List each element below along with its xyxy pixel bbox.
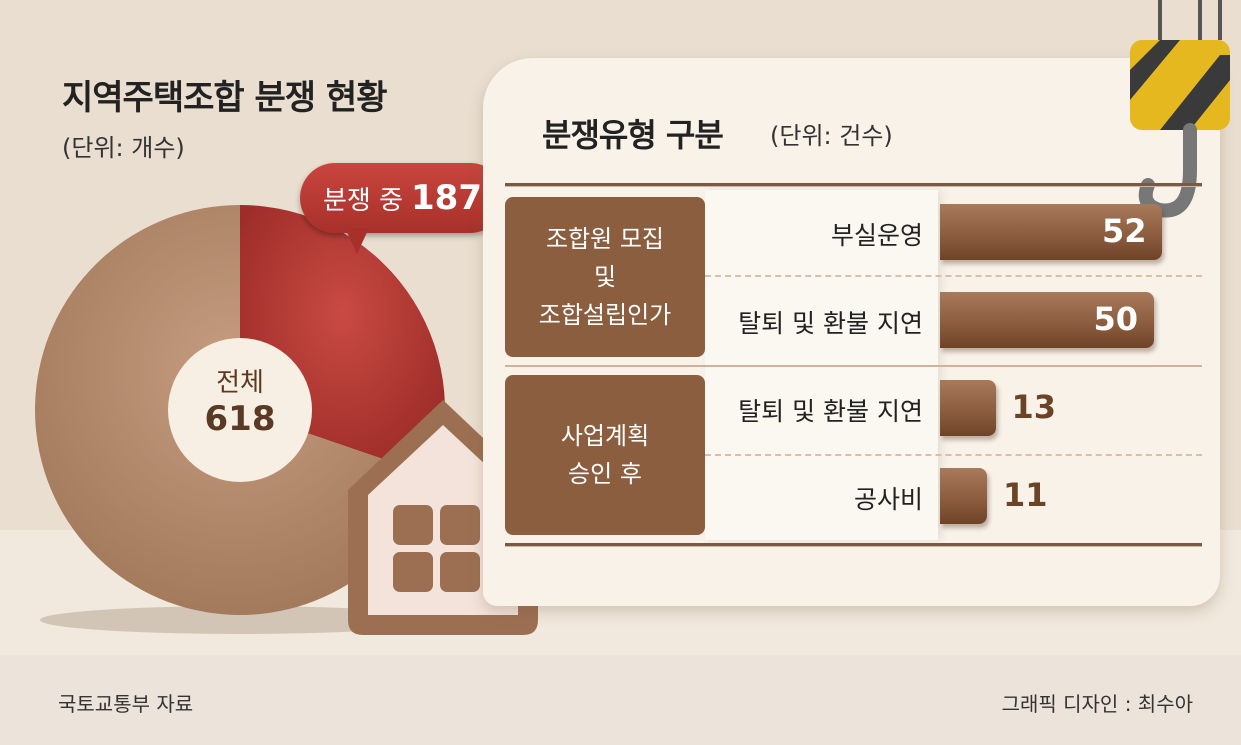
bar bbox=[940, 380, 996, 436]
graphic-credit: 그래픽 디자인 : 최수아 bbox=[1001, 692, 1193, 716]
source-note: 국토교통부 자료 bbox=[58, 692, 194, 716]
bar bbox=[940, 292, 1154, 348]
bar-value-label: 52 bbox=[1102, 212, 1147, 250]
panel-title: 분쟁유형 구분 bbox=[542, 116, 724, 154]
footer-band bbox=[0, 655, 1241, 745]
category-label: 부실운영 bbox=[830, 221, 923, 250]
donut-chart bbox=[34, 205, 445, 634]
chart-title: 지역주택조합 분쟁 현황 bbox=[62, 78, 387, 118]
donut-center-label: 전체 618 bbox=[170, 365, 310, 437]
bar bbox=[940, 468, 987, 524]
bar bbox=[940, 204, 1163, 260]
group-label-after-approval: 사업계획 승인 후 bbox=[505, 375, 705, 535]
category-label: 탈퇴 및 환불 지연 bbox=[738, 309, 923, 338]
category-label: 탈퇴 및 환불 지연 bbox=[738, 397, 923, 426]
chart-unit: (단위: 개수) bbox=[62, 134, 185, 162]
row-divider bbox=[705, 454, 1202, 456]
dispute-callout: 분쟁 중 187 bbox=[300, 163, 505, 233]
panel-unit: (단위: 건수) bbox=[770, 122, 893, 150]
crane-hook-icon bbox=[1130, 0, 1230, 218]
top-rule bbox=[505, 183, 1202, 187]
category-label: 공사비 bbox=[853, 485, 923, 514]
bar-value-label: 13 bbox=[1011, 388, 1057, 426]
row-divider bbox=[705, 275, 1202, 277]
bottom-rule bbox=[505, 543, 1202, 547]
donut-slice-other bbox=[34, 205, 434, 615]
donut-hole bbox=[168, 338, 312, 482]
donut-slice-dispute bbox=[240, 205, 445, 477]
group-divider bbox=[505, 365, 1202, 367]
dispute-label: 분쟁 중 bbox=[322, 185, 404, 216]
group-label-recruitment: 조합원 모집 및 조합설립인가 bbox=[505, 197, 705, 357]
dispute-value: 187 bbox=[411, 178, 482, 218]
donut-shadow bbox=[40, 606, 440, 634]
total-label: 전체 bbox=[216, 368, 264, 398]
bar-value-label: 11 bbox=[1002, 476, 1048, 514]
total-value: 618 bbox=[204, 399, 276, 439]
bar-value-label: 50 bbox=[1093, 300, 1139, 338]
callout-tail bbox=[345, 228, 369, 254]
